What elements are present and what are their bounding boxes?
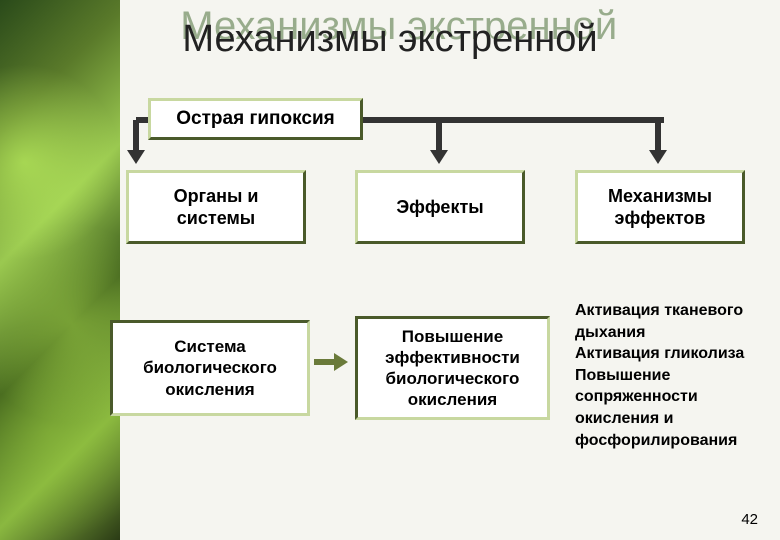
arrow-head-a4 [334, 353, 348, 371]
arrow-a1 [133, 120, 139, 150]
arrow-a3 [655, 120, 661, 150]
sidebar-image [0, 0, 120, 540]
box-system-biological-oxidation: Системабиологическогоокисления [110, 320, 310, 416]
slide-number: 42 [741, 511, 758, 528]
box-efficiency: Повышениеэффективностибиологическогоокис… [355, 316, 550, 420]
arrow-a4 [314, 359, 334, 365]
arrow-head-a1 [127, 150, 145, 164]
slide-title: Механизмы экстренной [182, 18, 597, 61]
mechanisms-list: Активация тканевого дыханияАктивация гли… [575, 300, 770, 451]
arrow-head-a2 [430, 150, 448, 164]
box-organs-systems: Органы исистемы [126, 170, 306, 244]
box-acute-hypoxia: Острая гипоксия [148, 98, 363, 140]
arrow-a2 [436, 120, 442, 150]
box-mechanisms: Механизмыэффектов [575, 170, 745, 244]
box-effects: Эффекты [355, 170, 525, 244]
arrow-head-a3 [649, 150, 667, 164]
